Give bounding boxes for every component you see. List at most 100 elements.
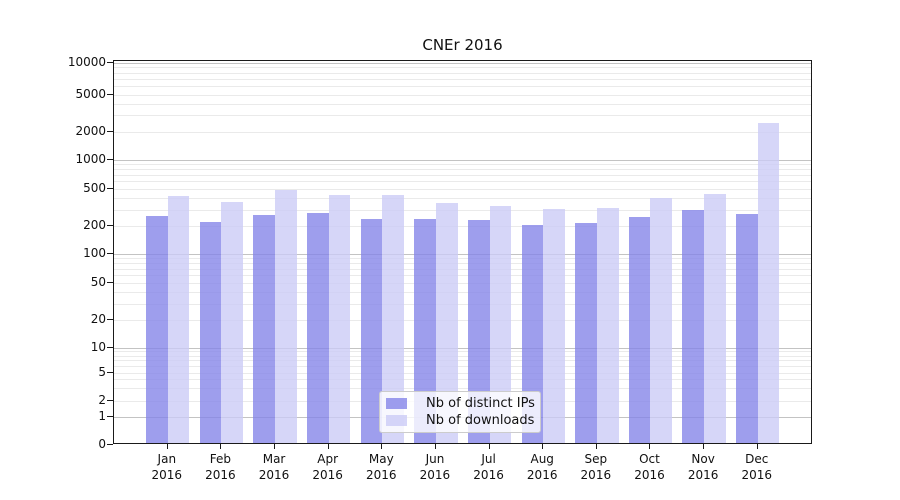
gridline-600: [114, 181, 811, 183]
bar-downloads-jul: [489, 205, 512, 443]
bar-ips-dec: [736, 213, 758, 443]
x-tick-mark-oct: [649, 444, 651, 449]
gridline-8000: [114, 72, 811, 74]
x-tick-mark-apr: [327, 444, 329, 449]
gridline-900: [114, 164, 811, 166]
bar-downloads-nov: [704, 194, 726, 443]
x-tick-label-feb: Feb 2016: [205, 452, 236, 482]
bar-downloads-sep: [596, 207, 619, 443]
x-tick-mark-jun: [434, 444, 436, 449]
bar-ips-may: [360, 219, 383, 443]
gridline-500: [114, 189, 811, 190]
y-tick-mark-0: [107, 443, 113, 445]
y-tick-label-0: 0: [98, 436, 106, 451]
x-tick-label-mar: Mar 2016: [258, 452, 290, 482]
gridline-400: [114, 198, 811, 199]
x-tick-mark-aug: [542, 444, 544, 449]
gridline-7: [114, 360, 811, 362]
plot-area: [113, 60, 812, 444]
y-tick-label-5000: 5000: [75, 86, 106, 101]
gridline-300: [114, 209, 811, 211]
bar-ips-feb: [199, 222, 222, 443]
y-tick-label-200: 200: [83, 218, 106, 232]
bar-ips-oct: [628, 216, 651, 443]
bar-downloads-jan: [167, 196, 190, 443]
x-tick-label-sep: Sep 2016: [580, 452, 612, 482]
legend-label-distinct-ips: Nb of distinct IPs: [426, 396, 535, 411]
gridline-200: [114, 226, 811, 227]
gridline-70: [114, 268, 811, 270]
y-tick-mark-1: [107, 416, 113, 417]
gridline-700: [114, 174, 811, 176]
gridline-30: [114, 303, 811, 305]
gridline-50: [114, 283, 811, 284]
legend: Nb of distinct IPs Nb of downloads: [379, 391, 541, 433]
y-tick-mark-5000: [107, 93, 113, 95]
gridline-100: [114, 254, 811, 255]
bar-downloads-may: [382, 195, 404, 443]
x-tick-mark-dec: [756, 444, 758, 449]
y-tick-mark-500: [107, 188, 113, 189]
y-tick-label-1000: 1000: [75, 152, 106, 166]
chart-title: CNEr 2016: [422, 36, 503, 54]
x-tick-label-aug: Aug 2016: [526, 452, 558, 482]
gridline-5: [114, 372, 811, 374]
y-tick-mark-2: [107, 400, 113, 401]
gridline-3: [114, 388, 811, 390]
bar-ips-apr: [306, 213, 329, 443]
x-tick-mark-jan: [166, 444, 168, 449]
bar-ips-aug: [521, 224, 544, 443]
legend-item-downloads: Nb of downloads: [386, 412, 535, 429]
y-tick-mark-2000: [107, 130, 113, 132]
bar-downloads-feb: [221, 201, 244, 443]
gridline-8: [114, 355, 811, 357]
y-tick-mark-5: [107, 371, 113, 373]
x-tick-label-may: May 2016: [366, 452, 397, 482]
x-tick-mark-may: [381, 444, 383, 449]
gridline-4000: [114, 103, 811, 105]
y-tick-mark-50: [107, 282, 113, 283]
y-tick-label-500: 500: [83, 181, 106, 195]
y-tick-mark-10: [107, 346, 113, 348]
x-tick-label-jan: Jan 2016: [151, 452, 183, 482]
gridline-90: [114, 258, 811, 260]
gridline-60: [114, 275, 811, 277]
gridline-80: [114, 263, 811, 265]
y-tick-label-50: 50: [90, 275, 106, 289]
bar-ips-sep: [575, 222, 597, 443]
y-tick-label-10: 10: [90, 339, 106, 354]
y-tick-mark-20: [107, 319, 113, 320]
bar-ips-nov: [682, 210, 705, 443]
gridline-3000: [114, 115, 811, 117]
legend-label-downloads: Nb of downloads: [426, 413, 535, 428]
bar-ips-jun: [414, 218, 436, 443]
y-tick-mark-10000: [107, 61, 113, 63]
legend-item-distinct-ips: Nb of distinct IPs: [386, 395, 535, 412]
bar-ips-jan: [146, 215, 168, 443]
gridline-2000: [114, 131, 811, 133]
x-tick-label-jul: Jul 2016: [473, 452, 504, 482]
y-tick-label-100: 100: [83, 246, 106, 260]
x-tick-label-apr: Apr 2016: [312, 452, 343, 482]
legend-swatch-distinct-ips: [386, 398, 407, 409]
y-tick-label-2000: 2000: [75, 123, 106, 138]
gridline-10000: [114, 62, 811, 64]
gridline-5000: [114, 94, 811, 96]
x-tick-mark-mar: [274, 444, 276, 449]
gridline-9000: [114, 67, 811, 69]
x-tick-mark-jul: [488, 444, 490, 449]
y-tick-label-10000: 10000: [67, 54, 106, 69]
y-tick-mark-200: [107, 225, 113, 226]
bar-ips-mar: [253, 215, 276, 443]
bar-downloads-aug: [543, 209, 565, 443]
bar-ips-jul: [467, 219, 490, 443]
gridline-4: [114, 379, 811, 381]
x-tick-label-jun: Jun 2016: [419, 452, 451, 482]
x-tick-label-nov: Nov 2016: [687, 452, 719, 482]
x-tick-mark-nov: [703, 444, 705, 449]
gridline-6: [114, 365, 811, 367]
bar-downloads-apr: [328, 194, 351, 443]
gridline-7000: [114, 78, 811, 80]
legend-swatch-downloads: [386, 415, 407, 426]
